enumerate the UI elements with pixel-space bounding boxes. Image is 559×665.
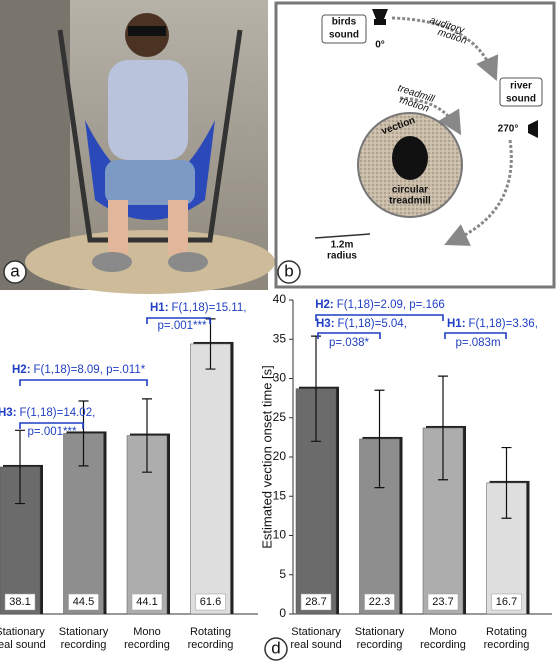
x-tick-label: recording — [188, 639, 234, 651]
annotation-text: F(1,18)=5.04, — [338, 318, 407, 330]
x-tick-label: recording — [357, 639, 403, 651]
y-tick-label: 35 — [273, 331, 287, 345]
y-tick-label: 40 — [273, 292, 287, 306]
value-box — [68, 593, 99, 611]
y-axis-label: Estimated vection onset time [s] — [259, 365, 274, 549]
x-tick-label: Mono — [133, 626, 161, 638]
annotation-text: F(1,18)=14.02, — [20, 407, 96, 419]
diagram-label: birds — [332, 17, 357, 28]
y-tick-label: 10 — [273, 528, 287, 542]
annotation-text: p=.038* — [329, 337, 369, 349]
diagram-label: river — [510, 81, 532, 92]
annotation-text: F(1,18)=3.36, — [469, 318, 538, 330]
bracket — [19, 422, 84, 429]
value-label: 16.7 — [496, 596, 517, 608]
y-tick-label: 5 — [279, 567, 286, 581]
value-box — [427, 593, 459, 611]
bar — [190, 343, 231, 615]
diagram-label: 1.2m — [331, 240, 354, 251]
error-bar — [501, 446, 512, 519]
annotation-label: H2: — [315, 299, 334, 311]
value-box — [364, 593, 395, 611]
value-label: 23.7 — [432, 596, 453, 608]
annotation-label: H3: — [316, 318, 335, 330]
error-bar — [374, 389, 385, 489]
panel-label: a — [10, 261, 20, 280]
y-tick-label: 0 — [279, 606, 286, 620]
annotation: H2: F(1,18)=8.09, p=.011* — [12, 364, 146, 376]
bracket — [19, 379, 148, 386]
x-tick-label: recording — [61, 639, 107, 651]
diagram-label: 0° — [375, 40, 385, 51]
diagram — [274, 1, 556, 289]
value-label: 28.7 — [305, 596, 326, 608]
value-box — [195, 593, 226, 611]
panel-label: b — [284, 261, 293, 280]
diagram-label: sound — [506, 94, 536, 105]
x-tick-label: Rotating — [190, 626, 231, 638]
annotation-label: H3: — [0, 407, 17, 419]
error-bar — [311, 335, 321, 442]
panel-badge — [277, 260, 301, 284]
annotation-label: H2: — [12, 364, 31, 376]
panel-label: d — [271, 638, 280, 657]
annotation: H1: F(1,18)=3.36, — [447, 318, 538, 330]
bracket — [317, 332, 381, 339]
x-tick-label: recording — [420, 639, 466, 651]
value-label: 61.6 — [200, 596, 221, 608]
value-box — [4, 593, 36, 611]
annotation-text: p=.001*** — [158, 320, 207, 332]
x-tick-label: Stationary — [291, 626, 341, 638]
diagram-label: sound — [329, 30, 359, 41]
annotation: H3: F(1,18)=5.04, — [316, 318, 407, 330]
error-bar — [142, 398, 152, 473]
x-tick-label: real sound — [290, 639, 341, 651]
bracket — [146, 317, 211, 324]
value-box — [300, 593, 332, 611]
bracket — [444, 332, 507, 339]
x-tick-label: Rotating — [486, 626, 527, 638]
x-tick-label: real sound — [0, 639, 46, 651]
diagram-label: 270° — [498, 124, 519, 135]
diagram-label: radius — [327, 251, 357, 262]
value-label: 22.3 — [369, 596, 390, 608]
value-label: 44.5 — [73, 596, 94, 608]
annotation-text: F(1,18)=2.09, p=.166 — [337, 299, 445, 311]
value-label: 44.1 — [136, 596, 157, 608]
error-bar — [78, 400, 89, 467]
annotation-text: p=.083m — [455, 337, 500, 349]
x-tick-label: recording — [484, 639, 530, 651]
bracket — [315, 314, 444, 321]
x-tick-label: Mono — [429, 626, 457, 638]
x-tick-label: Stationary — [0, 626, 45, 638]
panel-badge — [3, 260, 27, 284]
y-tick-label: 25 — [273, 410, 287, 424]
diagram-label: treadmill — [389, 196, 431, 207]
x-tick-label: Stationary — [355, 626, 405, 638]
y-tick-label: 30 — [273, 371, 287, 385]
annotation: H3: F(1,18)=14.02, — [0, 407, 95, 419]
photo — [0, 0, 275, 294]
annotation: H1: F(1,18)=15.11, — [150, 302, 246, 314]
x-tick-label: Stationary — [59, 626, 109, 638]
annotation-label: H1: — [150, 302, 169, 314]
y-tick-label: 20 — [273, 449, 287, 463]
value-box — [491, 593, 522, 611]
annotation-text: p=.001*** — [28, 426, 77, 438]
x-tick-label: recording — [124, 639, 170, 651]
diagram-label: circular — [392, 185, 428, 196]
annotation-text: F(1,18)=15.11, — [172, 302, 247, 314]
value-label: 38.1 — [9, 596, 30, 608]
error-bar — [438, 375, 448, 481]
panel-badge — [264, 637, 288, 661]
error-bar — [15, 429, 25, 505]
annotation: H2: F(1,18)=2.09, p=.166 — [315, 299, 445, 311]
annotation-text: F(1,18)=8.09, p=.011* — [34, 364, 146, 376]
value-box — [131, 593, 163, 611]
annotation-label: H1: — [447, 318, 466, 330]
y-tick-label: 15 — [273, 488, 287, 502]
